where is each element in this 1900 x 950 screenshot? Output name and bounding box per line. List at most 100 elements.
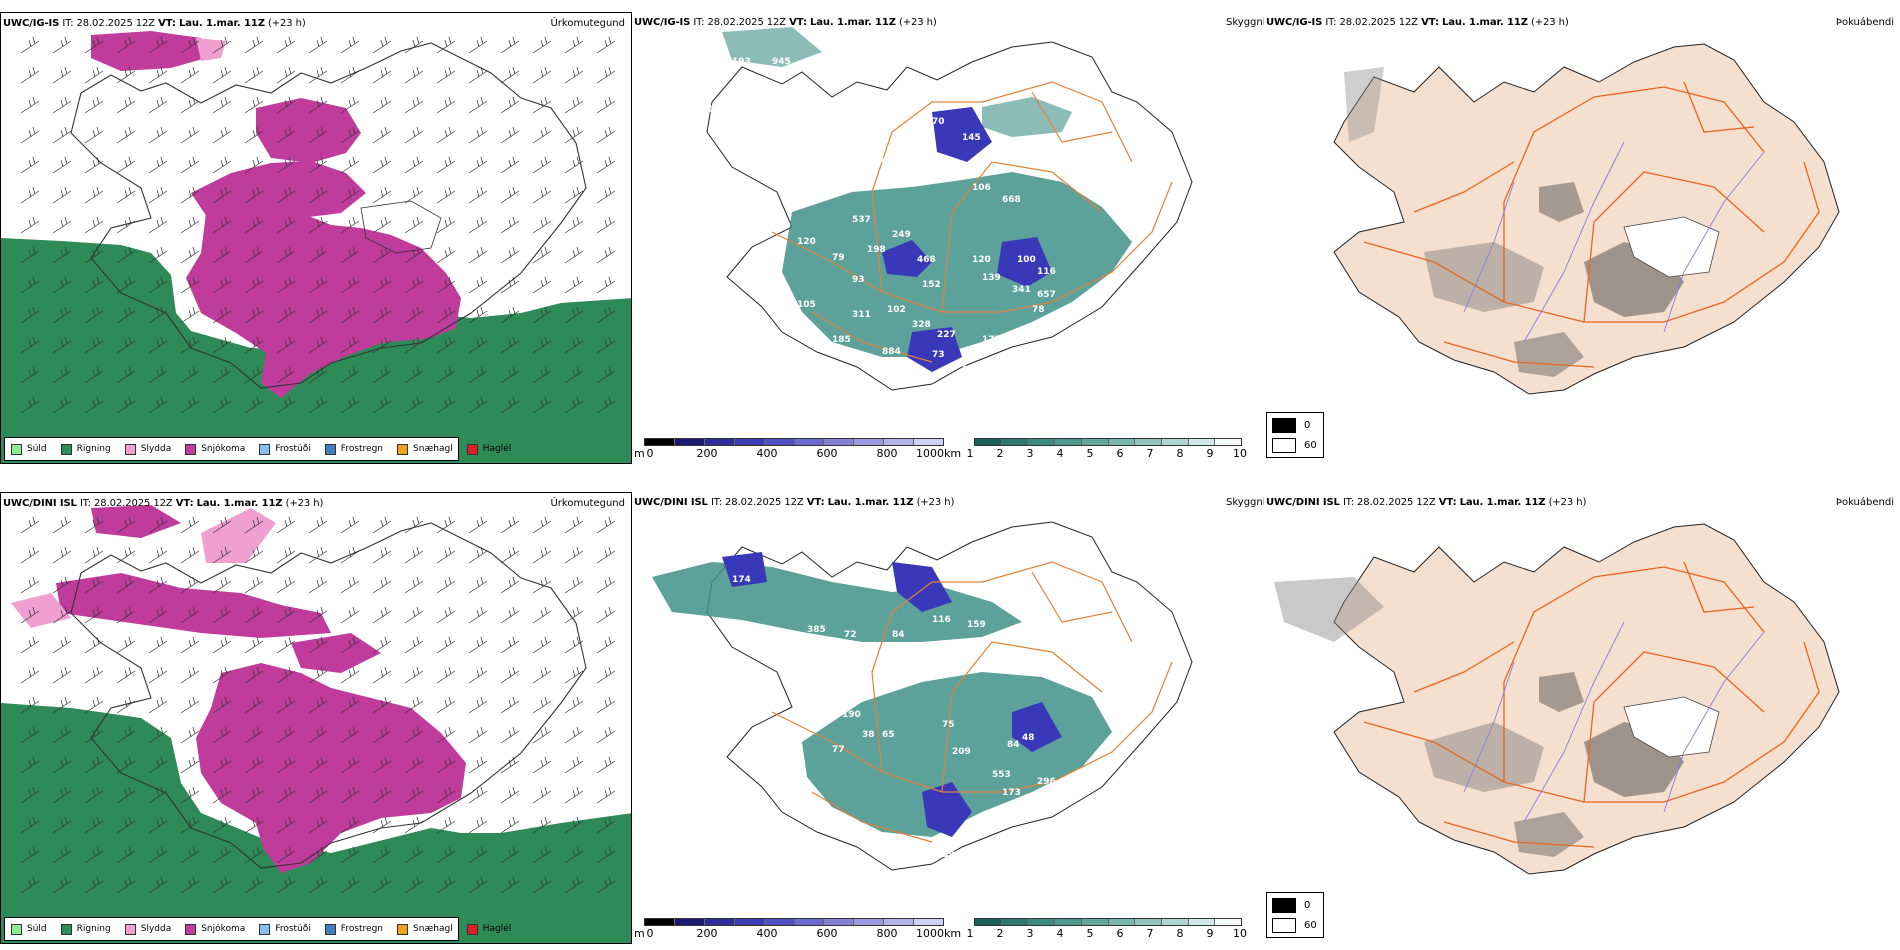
wind-barb bbox=[533, 607, 551, 623]
ceiling-value-label: 59 bbox=[1087, 343, 1100, 353]
colorbar-segment bbox=[975, 439, 1002, 445]
wind-barb bbox=[117, 97, 135, 113]
precip-type-legend: Súld Rigning Slydda Snjókoma Frostúði Fr… bbox=[4, 917, 459, 941]
legend-item: Súld bbox=[11, 444, 47, 455]
colorbar-segment bbox=[765, 439, 795, 445]
valid-time: Lau. 1.mar. 11Z bbox=[810, 17, 896, 28]
wind-barb bbox=[21, 637, 39, 653]
wind-barb bbox=[373, 127, 391, 143]
ceiling-value-label: 152 bbox=[922, 280, 941, 290]
ceiling-value-label: 58 bbox=[1072, 805, 1085, 815]
ceiling-value-label: 193 bbox=[732, 57, 751, 67]
fog-swatch-light bbox=[1272, 918, 1296, 933]
visibility-tick: 6 bbox=[1117, 447, 1124, 460]
ceiling-colorbar-bar bbox=[644, 918, 944, 926]
wind-barb bbox=[53, 97, 71, 113]
wind-barb bbox=[565, 187, 583, 203]
fog-swatch-dark bbox=[1272, 418, 1296, 433]
ceiling-unit: m bbox=[634, 927, 645, 940]
ceiling-colorbar: m 0 200 400 600 800 1000 bbox=[634, 916, 944, 942]
wind-barb bbox=[501, 577, 519, 593]
wind-barb bbox=[597, 127, 615, 143]
wind-barb bbox=[21, 217, 39, 233]
ceiling-value-label: 139 bbox=[982, 273, 1001, 283]
visibility-area bbox=[782, 172, 1132, 357]
wind-barb bbox=[21, 37, 39, 53]
ceiling-value-label: 328 bbox=[912, 320, 931, 330]
colorbar-segment bbox=[854, 439, 884, 445]
fog-legend-low: 60 bbox=[1272, 438, 1317, 453]
ceiling-value-label: 186 bbox=[1022, 325, 1041, 335]
wind-barb bbox=[533, 517, 551, 533]
wind-barb bbox=[213, 97, 231, 113]
ceiling-value-label: 120 bbox=[972, 255, 991, 265]
wind-barb bbox=[597, 157, 615, 173]
precip-panel-label: Úrkomutegund bbox=[550, 18, 625, 29]
colorbar-segment bbox=[705, 439, 735, 445]
precip-map-svg bbox=[1, 493, 632, 944]
wind-barb bbox=[597, 787, 615, 803]
wind-barb bbox=[21, 157, 39, 173]
valid-time-prefix: VT: bbox=[807, 497, 825, 508]
wind-barb bbox=[405, 517, 423, 533]
ceiling-value-label: 668 bbox=[1002, 195, 1021, 205]
ceiling-value-label: 84 bbox=[1007, 740, 1020, 750]
ceiling-value-label: 55 bbox=[872, 155, 885, 165]
colorbar-segment bbox=[1189, 919, 1216, 925]
wind-barb bbox=[501, 667, 519, 683]
wind-barb bbox=[597, 217, 615, 233]
valid-time-prefix: VT: bbox=[158, 18, 176, 29]
ceiling-value-label: 100 bbox=[1017, 255, 1036, 265]
wind-barb bbox=[21, 127, 39, 143]
wind-barb bbox=[501, 247, 519, 263]
ceiling-value-label: 93 bbox=[897, 365, 910, 375]
wind-barb bbox=[501, 727, 519, 743]
wind-barb bbox=[469, 517, 487, 533]
wind-barb bbox=[469, 757, 487, 773]
ceiling-value-label: 657 bbox=[1037, 290, 1056, 300]
wind-barb bbox=[53, 217, 71, 233]
colorbar-segment bbox=[1162, 919, 1189, 925]
colorbar-segment bbox=[1162, 439, 1189, 445]
ceiling-value-label: 720 bbox=[677, 640, 696, 650]
ceiling-panel-label: Skyggni bbox=[1226, 17, 1266, 28]
ceiling-value-label: 86 bbox=[702, 105, 715, 115]
wind-barb bbox=[341, 517, 359, 533]
wind-barb bbox=[437, 247, 455, 263]
wind-barb bbox=[597, 187, 615, 203]
wind-barb bbox=[405, 127, 423, 143]
panel-title: UWC/DINI ISL IT: 28.02.2025 12Z VT: Lau.… bbox=[634, 497, 954, 508]
wind-barb bbox=[405, 187, 423, 203]
ceiling-panel-label: Skyggni bbox=[1226, 497, 1266, 508]
panel-title: UWC/DINI ISL IT: 28.02.2025 12Z VT: Lau.… bbox=[1266, 497, 1586, 508]
legend-swatch bbox=[11, 924, 22, 935]
wind-barb bbox=[501, 607, 519, 623]
visibility-colorbar: km 1 2 3 4 5 6 7 8 9 10 bbox=[944, 436, 1264, 462]
wind-barb bbox=[21, 517, 39, 533]
wind-barb bbox=[53, 547, 71, 563]
wind-barb bbox=[277, 67, 295, 83]
visibility-tick: 8 bbox=[1177, 447, 1184, 460]
colorbar-segment bbox=[795, 439, 825, 445]
valid-time: Lau. 1.mar. 11Z bbox=[1460, 497, 1546, 508]
wind-barb bbox=[405, 637, 423, 653]
wind-barb bbox=[597, 517, 615, 533]
ceiling-value-label: 102 bbox=[887, 305, 906, 315]
wind-barb bbox=[501, 637, 519, 653]
legend-swatch bbox=[185, 444, 196, 455]
legend-swatch bbox=[125, 444, 136, 455]
ceiling-value-label: 215 bbox=[847, 645, 866, 655]
legend-swatch bbox=[397, 924, 408, 935]
visibility-tick: 1 bbox=[967, 447, 974, 460]
colorbar-segment bbox=[735, 919, 765, 925]
panel-title: UWC/DINI ISL IT: 28.02.2025 12Z VT: Lau.… bbox=[3, 498, 323, 509]
wind-barb bbox=[533, 757, 551, 773]
visibility-tick: 3 bbox=[1027, 927, 1034, 940]
legend-item: Haglél bbox=[467, 924, 512, 935]
wind-barb bbox=[149, 157, 167, 173]
wind-barb bbox=[405, 37, 423, 53]
wind-barb bbox=[53, 637, 71, 653]
wind-barb bbox=[309, 517, 327, 533]
wind-barb bbox=[117, 187, 135, 203]
legend-item: Frostúði bbox=[259, 444, 310, 455]
